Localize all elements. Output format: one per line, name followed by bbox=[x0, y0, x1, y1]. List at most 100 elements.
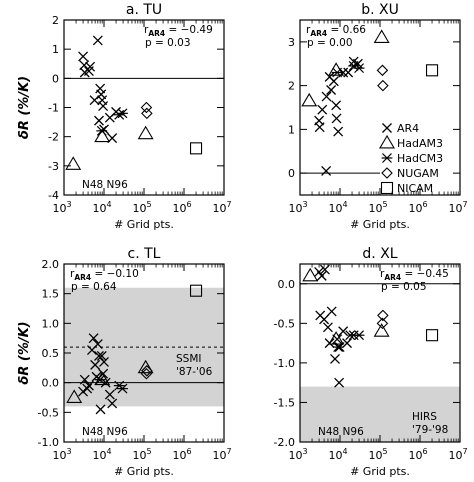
x-tick-exponent: 4 bbox=[106, 200, 111, 209]
x-tick-label: 105 bbox=[368, 447, 387, 462]
data-point-x-stroke bbox=[96, 89, 107, 100]
x-tick-label: 104 bbox=[92, 447, 111, 462]
legend-marker-diamond bbox=[381, 167, 393, 179]
p-value: p = 0.05 bbox=[381, 281, 427, 293]
data-point-x-stroke bbox=[322, 322, 333, 333]
data-point-x bbox=[316, 270, 327, 281]
data-point-x-stroke bbox=[79, 374, 90, 385]
r-value: = −0.45 bbox=[401, 268, 449, 280]
data-point-x bbox=[342, 338, 353, 349]
p-value: p = 0.00 bbox=[307, 37, 353, 49]
data-point-asterisk bbox=[353, 63, 365, 74]
y-tick-label: -1.0 bbox=[274, 357, 295, 370]
x-tick-exponent: 5 bbox=[382, 200, 387, 209]
data-point-triangle bbox=[373, 29, 390, 43]
data-point-x-stroke bbox=[314, 266, 325, 277]
y-axis-label: δR (%/K) bbox=[17, 321, 32, 384]
data-point-x-stroke bbox=[342, 338, 353, 349]
data-point-x bbox=[326, 85, 337, 95]
plot-frame bbox=[63, 19, 225, 196]
y-tick-label: -2.0 bbox=[274, 436, 295, 449]
data-point-x-stroke bbox=[90, 359, 101, 370]
x-tick-base: 10 bbox=[132, 202, 146, 215]
x-tick-exponent: 3 bbox=[302, 200, 307, 209]
data-point-x-stroke bbox=[83, 380, 94, 391]
data-point-triangle bbox=[94, 128, 111, 143]
data-point-x-stroke bbox=[86, 345, 97, 355]
x-tick-base: 10 bbox=[408, 449, 422, 462]
x-tick-label: 107 bbox=[212, 200, 231, 215]
x-tick-base: 10 bbox=[368, 449, 382, 462]
x-tick-base: 10 bbox=[212, 202, 226, 215]
x-tick-exponent: 5 bbox=[382, 447, 387, 456]
x-tick-exponent: 7 bbox=[226, 200, 231, 209]
y-tick-label: 1 bbox=[52, 43, 59, 56]
x-tick-exponent: 5 bbox=[146, 447, 151, 456]
y-tick-label: 1 bbox=[288, 123, 295, 136]
x-tick-label: 107 bbox=[212, 447, 231, 462]
data-point-x bbox=[90, 359, 101, 370]
y-tick-label: 0.0 bbox=[42, 377, 60, 390]
data-point-x bbox=[338, 326, 349, 337]
x-tick-exponent: 6 bbox=[422, 447, 427, 456]
x-axis-label: # Grid pts. bbox=[114, 465, 174, 478]
x-tick-label: 106 bbox=[408, 447, 427, 462]
x-tick-exponent: 6 bbox=[186, 200, 191, 209]
r-subscript: AR4 bbox=[384, 273, 401, 282]
x-tick-exponent: 6 bbox=[186, 447, 191, 456]
data-point-square bbox=[425, 64, 439, 77]
data-point-x bbox=[334, 377, 345, 388]
x-tick-base: 10 bbox=[328, 202, 342, 215]
data-point-x bbox=[330, 353, 340, 364]
data-point-triangle bbox=[65, 156, 82, 170]
data-point-x bbox=[319, 264, 330, 275]
correlation-r: rAR4 = −0.45 bbox=[380, 268, 449, 282]
data-point-asterisk bbox=[353, 330, 365, 341]
r-symbol: r bbox=[380, 268, 385, 280]
data-point-x-stroke bbox=[326, 306, 337, 317]
data-point-x-stroke bbox=[326, 85, 337, 95]
data-point-triangle bbox=[328, 331, 345, 345]
x-axis-label: # Grid pts. bbox=[350, 465, 410, 478]
x-tick-label: 103 bbox=[52, 447, 71, 462]
x-tick-exponent: 7 bbox=[462, 447, 467, 456]
data-point-x bbox=[88, 333, 99, 344]
data-point-square bbox=[425, 329, 439, 342]
legend-marker-x-stroke bbox=[382, 123, 392, 133]
x-tick-base: 10 bbox=[288, 449, 302, 462]
data-point-x-stroke bbox=[314, 122, 325, 133]
x-tick-exponent: 3 bbox=[66, 200, 71, 209]
x-tick-exponent: 7 bbox=[226, 447, 231, 456]
observation-label: HIRS bbox=[412, 411, 437, 423]
r-symbol: r bbox=[70, 268, 75, 280]
data-point-x-stroke bbox=[98, 101, 109, 112]
data-point-triangle bbox=[137, 125, 154, 140]
data-point-diamond bbox=[376, 64, 389, 77]
x-tick-base: 10 bbox=[92, 449, 106, 462]
x-tick-base: 10 bbox=[172, 202, 186, 215]
data-point-x bbox=[94, 115, 104, 126]
data-point-x bbox=[79, 374, 90, 385]
r-value: = −0.10 bbox=[91, 268, 139, 280]
panel-title: d. XL bbox=[362, 246, 397, 262]
data-point-diamond bbox=[140, 101, 153, 114]
data-point-x-stroke bbox=[332, 334, 343, 345]
y-tick-label: -0.5 bbox=[38, 406, 59, 419]
y-tick-label: 0.5 bbox=[42, 347, 60, 360]
x-tick-exponent: 4 bbox=[342, 447, 347, 456]
r-symbol: r bbox=[306, 24, 311, 36]
y-tick-label: 0 bbox=[52, 72, 59, 85]
y-tick-label: 1.5 bbox=[42, 288, 60, 301]
legend-marker-x bbox=[382, 123, 392, 133]
grid-resolution-note: N48 N96 bbox=[318, 426, 364, 438]
y-tick-label: -0.5 bbox=[274, 317, 295, 330]
data-point-x-stroke bbox=[92, 35, 103, 46]
y-tick-label: 2 bbox=[288, 80, 295, 93]
observation-band bbox=[300, 386, 460, 442]
data-point-triangle bbox=[66, 389, 83, 403]
data-point-x-stroke bbox=[338, 326, 349, 337]
data-point-diamond bbox=[376, 317, 389, 330]
data-point-x-stroke bbox=[343, 67, 354, 78]
